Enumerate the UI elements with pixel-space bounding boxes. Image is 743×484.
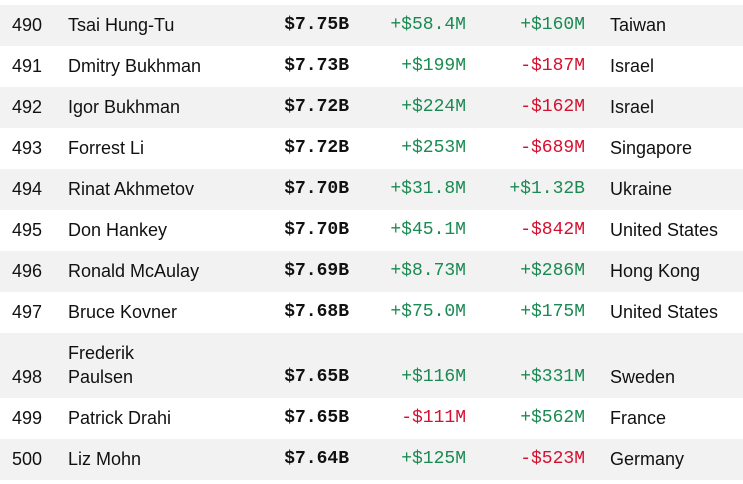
table-row: 494 Rinat Akhmetov $7.70B +$31.8M +$1.32B Ukr… <box>0 169 743 210</box>
table-row: 495 Don Hankey $7.70B +$45.1M -$842M United S… <box>0 210 743 251</box>
name: Rinat Akhmetov <box>68 179 195 199</box>
rank: 493 <box>12 138 43 158</box>
change: +$125M <box>401 449 466 469</box>
table-row: 498 Frederik Paulsen $7.65B +$116M +$331M Swe… <box>0 333 743 398</box>
country: Taiwan <box>610 15 667 35</box>
country: Germany <box>610 449 685 469</box>
change: -$689M <box>520 138 585 158</box>
table-row: 496 Ronald McAulay $7.69B +$8.73M +$286M Hong… <box>0 251 743 292</box>
net-worth: $7.65B <box>284 367 349 387</box>
change: +$58.4M <box>390 15 466 35</box>
table-row: 493 Forrest Li $7.72B +$253M -$689M Singapore <box>0 128 743 169</box>
rank: 494 <box>12 179 43 199</box>
name: Patrick Drahi <box>68 408 172 428</box>
rank: 497 <box>12 302 43 322</box>
name: Ronald McAulay <box>68 261 200 281</box>
table-row: 499 Patrick Drahi $7.65B -$111M +$562M France <box>0 398 743 439</box>
country: Israel <box>610 97 655 117</box>
table-row: 497 Bruce Kovner $7.68B +$75.0M +$175M United… <box>0 292 743 333</box>
net-worth: $7.70B <box>284 220 349 240</box>
country: France <box>610 408 667 428</box>
net-worth: $7.70B <box>284 179 349 199</box>
change: +$331M <box>520 367 585 387</box>
rank: 496 <box>12 261 43 281</box>
change: -$187M <box>520 56 585 76</box>
rank: 498 <box>12 367 43 387</box>
rank: 490 <box>12 15 43 35</box>
change: +$160M <box>520 15 585 35</box>
table-row: 491 Dmitry Bukhman $7.73B +$199M -$187M Israe… <box>0 46 743 87</box>
name: Igor Bukhman <box>68 97 181 117</box>
rank: 492 <box>12 97 43 117</box>
billionaire-table: 490 Tsai Hung-Tu $7.75B +$58.4M +$160M Taiwan… <box>0 5 743 480</box>
change: +$31.8M <box>390 179 466 199</box>
country: Singapore <box>610 138 693 158</box>
change: +$562M <box>520 408 585 428</box>
rank: 499 <box>12 408 43 428</box>
net-worth: $7.73B <box>284 56 349 76</box>
name: Liz Mohn <box>68 449 142 469</box>
change: +$45.1M <box>390 220 466 240</box>
table-row: 490 Tsai Hung-Tu $7.75B +$58.4M +$160M Taiwan <box>0 5 743 46</box>
table-row: 500 Liz Mohn $7.64B +$125M -$523M Germany <box>0 439 743 480</box>
change: -$111M <box>401 408 466 428</box>
change: +$75.0M <box>390 302 466 322</box>
name: Dmitry Bukhman <box>68 56 202 76</box>
net-worth: $7.75B <box>284 15 349 35</box>
country: Israel <box>610 56 655 76</box>
name: Tsai Hung-Tu <box>68 15 175 35</box>
rank: 495 <box>12 220 43 240</box>
net-worth: $7.65B <box>284 408 349 428</box>
rank: 500 <box>12 449 43 469</box>
change: +$253M <box>401 138 466 158</box>
net-worth: $7.64B <box>284 449 349 469</box>
change: +$224M <box>401 97 466 117</box>
country: United States <box>610 220 719 240</box>
change: -$162M <box>520 97 585 117</box>
change: -$842M <box>520 220 585 240</box>
country: United States <box>610 302 719 322</box>
name: Don Hankey <box>68 220 168 240</box>
net-worth: $7.69B <box>284 261 349 281</box>
name: Forrest Li <box>68 138 145 158</box>
net-worth: $7.72B <box>284 138 349 158</box>
change: +$286M <box>520 261 585 281</box>
change: +$175M <box>520 302 585 322</box>
table-row: 492 Igor Bukhman $7.72B +$224M -$162M Israel <box>0 87 743 128</box>
net-worth: $7.68B <box>284 302 349 322</box>
name: Bruce Kovner <box>68 302 178 322</box>
net-worth: $7.72B <box>284 97 349 117</box>
change: -$523M <box>520 449 585 469</box>
change: +$8.73M <box>390 261 466 281</box>
name: Frederik Paulsen <box>68 343 135 387</box>
country: Sweden <box>610 367 676 387</box>
change: +$199M <box>401 56 466 76</box>
rank: 491 <box>12 56 43 76</box>
country: Ukraine <box>610 179 673 199</box>
change: +$1.32B <box>509 179 585 199</box>
change: +$116M <box>401 367 466 387</box>
country: Hong Kong <box>610 261 701 281</box>
